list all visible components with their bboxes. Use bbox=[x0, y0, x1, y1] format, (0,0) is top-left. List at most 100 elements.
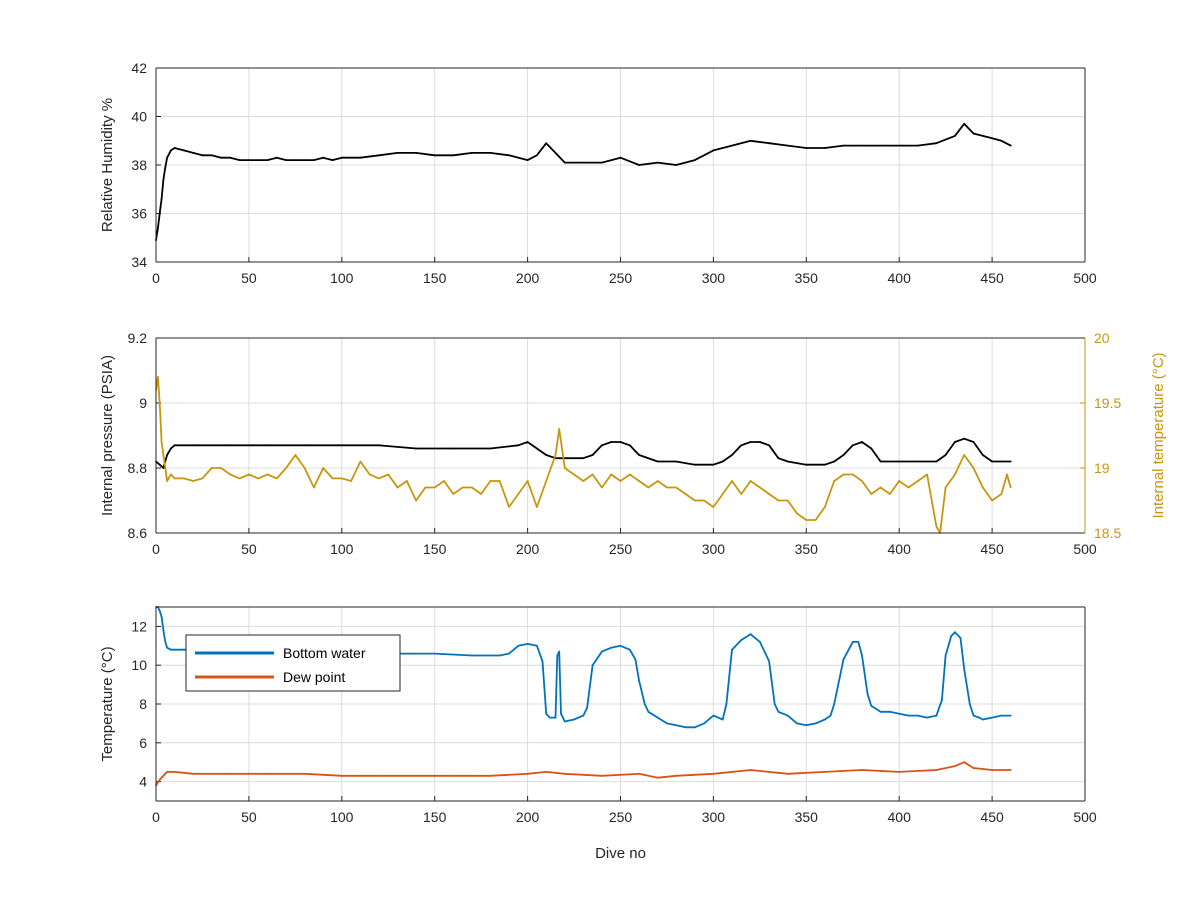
data-point bbox=[452, 493, 455, 495]
data-point bbox=[991, 137, 993, 140]
data-point bbox=[526, 772, 529, 775]
data-point bbox=[935, 525, 938, 528]
data-point bbox=[759, 486, 761, 489]
data-point bbox=[725, 703, 728, 705]
data-point bbox=[693, 463, 696, 466]
data-point bbox=[675, 724, 678, 727]
data-point bbox=[229, 444, 232, 447]
data-point bbox=[303, 159, 306, 162]
data-point bbox=[824, 463, 826, 466]
data-point bbox=[157, 227, 159, 230]
y-tick-label: 9 bbox=[139, 395, 147, 411]
y-tick-label: 8 bbox=[139, 696, 147, 712]
data-point bbox=[601, 161, 603, 164]
data-point bbox=[851, 473, 854, 476]
data-point bbox=[192, 480, 195, 482]
data-point bbox=[954, 631, 956, 634]
data-point bbox=[405, 480, 408, 482]
data-point bbox=[378, 774, 380, 777]
data-point bbox=[508, 652, 510, 655]
data-point bbox=[963, 761, 966, 764]
data-point bbox=[656, 776, 659, 779]
data-point bbox=[275, 156, 278, 159]
data-point bbox=[248, 473, 250, 476]
data-point bbox=[851, 444, 854, 447]
x-tick-label: 0 bbox=[152, 809, 160, 825]
y-axis-label: Temperature (°C) bbox=[99, 646, 116, 761]
data-point bbox=[183, 477, 185, 480]
data-point bbox=[517, 493, 520, 495]
data-point bbox=[628, 444, 631, 447]
x-tick-label: 0 bbox=[152, 541, 160, 557]
data-point bbox=[833, 460, 836, 463]
data-point bbox=[549, 716, 551, 719]
data-point bbox=[944, 454, 947, 456]
data-point bbox=[368, 473, 371, 476]
data-point bbox=[331, 477, 334, 480]
x-tick-label: 0 bbox=[152, 270, 160, 286]
data-point bbox=[684, 493, 687, 495]
data-point bbox=[489, 152, 492, 154]
x-tick-label: 500 bbox=[1073, 270, 1097, 286]
data-point bbox=[879, 144, 882, 147]
data-point bbox=[638, 772, 640, 775]
data-point bbox=[786, 772, 789, 775]
data-point bbox=[1009, 769, 1012, 771]
data-point bbox=[954, 473, 956, 476]
data-point bbox=[1000, 139, 1003, 142]
data-point bbox=[693, 726, 696, 729]
y-tick-label: 40 bbox=[131, 109, 147, 125]
data-point bbox=[972, 441, 975, 443]
data-point bbox=[498, 480, 501, 482]
x-tick-label: 100 bbox=[330, 541, 354, 557]
data-point bbox=[517, 644, 520, 647]
data-point bbox=[536, 447, 538, 450]
data-point bbox=[731, 480, 733, 482]
data-point bbox=[164, 166, 167, 169]
data-point bbox=[166, 771, 169, 773]
data-point bbox=[558, 650, 561, 653]
data-point bbox=[824, 147, 826, 149]
data-point bbox=[157, 376, 159, 378]
data-point bbox=[898, 480, 901, 482]
x-tick-label: 400 bbox=[888, 541, 912, 557]
data-point bbox=[1000, 714, 1003, 717]
data-point bbox=[536, 644, 538, 647]
data-point bbox=[786, 714, 789, 717]
data-point bbox=[452, 447, 455, 450]
series-1-1 bbox=[155, 376, 1012, 534]
data-point bbox=[166, 480, 169, 482]
data-point bbox=[916, 714, 919, 717]
x-tick-label: 450 bbox=[980, 809, 1004, 825]
data-point bbox=[666, 486, 668, 489]
data-point bbox=[926, 473, 928, 476]
x-tick-label: 250 bbox=[609, 541, 633, 557]
data-point bbox=[526, 480, 529, 482]
y-tick-label: 42 bbox=[131, 60, 147, 76]
data-point bbox=[610, 646, 613, 649]
data-point bbox=[968, 703, 971, 705]
y-tick-label: 8.6 bbox=[128, 525, 148, 541]
data-point bbox=[359, 156, 362, 159]
data-point bbox=[941, 699, 943, 701]
data-point bbox=[452, 774, 455, 777]
data-point bbox=[944, 486, 947, 489]
data-point bbox=[396, 486, 399, 489]
data-point bbox=[294, 454, 297, 456]
data-point bbox=[861, 769, 863, 771]
data-point bbox=[526, 643, 529, 645]
data-point bbox=[991, 716, 993, 719]
data-point bbox=[162, 629, 165, 632]
x-tick-label: 50 bbox=[241, 541, 257, 557]
data-point bbox=[777, 499, 780, 502]
data-point bbox=[489, 447, 492, 450]
data-point bbox=[158, 212, 161, 215]
data-point bbox=[935, 769, 938, 771]
data-point bbox=[749, 769, 752, 771]
data-point bbox=[731, 648, 733, 651]
data-point bbox=[916, 480, 919, 482]
data-point bbox=[415, 499, 417, 502]
x-tick-label: 150 bbox=[423, 809, 447, 825]
x-tick-label: 300 bbox=[702, 809, 726, 825]
data-point bbox=[313, 486, 315, 489]
